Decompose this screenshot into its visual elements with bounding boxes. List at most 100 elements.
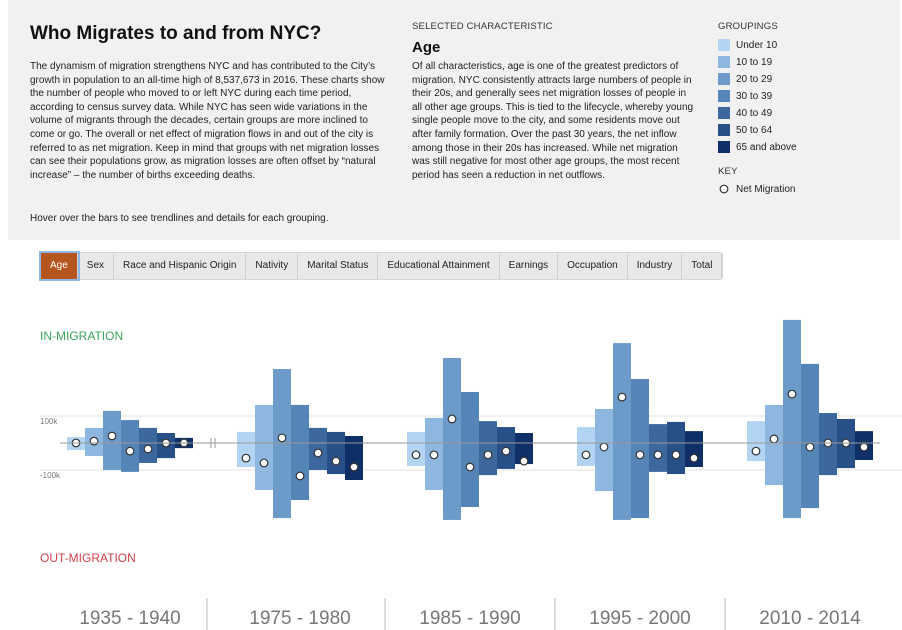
out-bar [121, 443, 139, 472]
out-bar [613, 443, 631, 520]
net-dot [89, 436, 99, 446]
key-label: Net Migration [736, 183, 796, 195]
net-dot [313, 448, 323, 458]
out-bar [103, 443, 121, 470]
intro: The dynamism of migration strengthens NY… [30, 61, 385, 181]
key-dot [719, 184, 729, 194]
in-bar [85, 427, 103, 443]
tab[interactable]: Total [682, 253, 723, 279]
legend-label: 65 and above [736, 141, 797, 153]
info-panel [8, 0, 900, 240]
tab[interactable]: Earnings [500, 253, 559, 279]
period-label: 2010 - 2014 [759, 608, 861, 629]
legend-swatch [718, 124, 730, 136]
y-tick-label: -100k [40, 471, 61, 480]
in-bar [461, 391, 479, 443]
net-dot [805, 442, 815, 452]
hint: Hover over the bars to see trendlines an… [30, 213, 329, 224]
tab[interactable]: Educational Attainment [378, 253, 500, 279]
tab[interactable]: Marital Status [298, 253, 379, 279]
legend-swatch [718, 56, 730, 68]
out-bar [819, 443, 837, 476]
in-bar [309, 427, 327, 443]
net-dot [277, 433, 287, 443]
in-bar [443, 357, 461, 443]
legend-label: 40 to 49 [736, 107, 773, 119]
net-dot [447, 414, 457, 424]
net-dot [519, 456, 529, 466]
legend-title: GROUPINGS [718, 21, 778, 32]
tab[interactable]: Age [41, 253, 78, 279]
out-label: OUT-MIGRATION [40, 551, 136, 565]
in-bar [765, 404, 783, 443]
out-bar [595, 443, 613, 492]
legend-item: 20 to 29 [718, 73, 772, 85]
out-bar [273, 443, 291, 519]
net-dot [429, 450, 439, 460]
out-bar [765, 443, 783, 486]
net-dot [617, 392, 627, 402]
in-bar [515, 433, 533, 443]
chart: IN-MIGRATION OUT-MIGRATION 100k -100k 1935… [40, 319, 902, 630]
tab[interactable]: Race and Hispanic Origin [114, 253, 247, 279]
in-bar [497, 427, 515, 443]
net-dot [599, 442, 609, 452]
in-bar [631, 379, 649, 443]
out-bar [801, 443, 819, 509]
in-bar [783, 319, 801, 443]
out-bar [515, 443, 533, 465]
in-bar [577, 427, 595, 443]
in-label: IN-MIGRATION [40, 329, 123, 343]
tab[interactable]: Occupation [558, 253, 628, 279]
in-bar [345, 435, 363, 443]
in-bar [667, 421, 685, 443]
y-tick-label: 100k [40, 417, 58, 426]
net-dot [501, 446, 511, 456]
legend-label: 10 to 19 [736, 56, 773, 68]
out-bar [157, 443, 175, 459]
legend-item: 65 and above [718, 141, 797, 153]
legend-item: 30 to 39 [718, 90, 772, 102]
out-bar [837, 443, 855, 469]
out-bar [461, 443, 479, 507]
key-item: Net Migration [718, 183, 795, 195]
legend-swatch [718, 107, 730, 119]
tab[interactable]: Industry [628, 253, 683, 279]
legend-label: 20 to 29 [736, 73, 773, 85]
legend-item: 50 to 64 [718, 124, 772, 136]
out-bar [85, 443, 103, 456]
in-bar [121, 420, 139, 443]
in-bar [327, 431, 345, 443]
net-dot [349, 462, 359, 472]
legend-swatch [718, 73, 730, 85]
net-dot [859, 442, 869, 452]
title: Who Migrates to and from NYC? [30, 23, 322, 44]
in-bar [157, 433, 175, 443]
legend-label: Under 10 [736, 39, 778, 51]
selected-label: SELECTED CHARACTERISTIC [412, 21, 553, 32]
in-bar [649, 424, 667, 443]
in-bar [103, 410, 121, 443]
in-bar [747, 421, 765, 443]
in-bar [801, 363, 819, 443]
in-bar [425, 417, 443, 443]
net-dot [411, 450, 421, 460]
in-bar [237, 431, 255, 443]
net-dot [331, 456, 341, 466]
period-label: 1935 - 1940 [79, 608, 180, 629]
in-bar [291, 404, 309, 443]
legend-item: 10 to 19 [718, 56, 772, 68]
net-dot [483, 450, 493, 460]
out-bar [443, 443, 461, 520]
out-bar [291, 443, 309, 500]
in-bar [407, 431, 425, 443]
in-bar [855, 431, 873, 443]
tab[interactable]: Sex [78, 253, 115, 279]
period-label: 1995 - 2000 [589, 608, 690, 629]
net-dot [465, 462, 475, 472]
out-bar [497, 443, 515, 469]
out-bar [345, 443, 363, 480]
tab[interactable]: Nativity [246, 253, 299, 279]
in-bar [819, 413, 837, 443]
